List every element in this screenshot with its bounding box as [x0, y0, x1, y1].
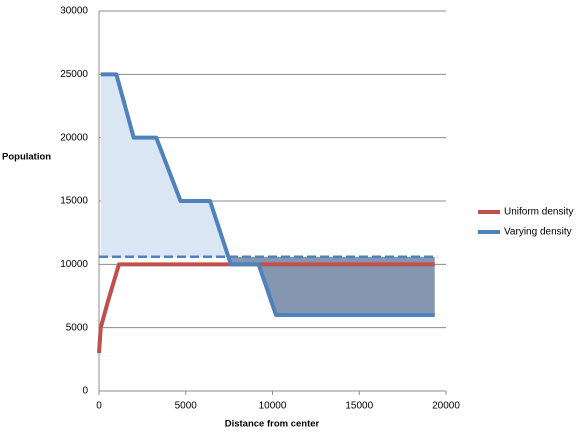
y-axis-title: Population: [2, 152, 51, 163]
y-tick-label: 20000: [60, 132, 88, 143]
legend-label: Varying density: [504, 227, 572, 238]
x-tick-label: 10000: [259, 401, 287, 412]
x-tick-label: 0: [96, 401, 102, 412]
y-tick-label: 10000: [60, 259, 88, 270]
y-tick-label: 25000: [60, 69, 88, 80]
x-tick-label: 15000: [345, 401, 373, 412]
area-above: [100, 74, 435, 257]
x-axis-title: Distance from center: [225, 419, 320, 430]
y-tick-label: 0: [82, 386, 88, 397]
legend-label: Uniform density: [504, 207, 573, 218]
series-line: [97, 262, 435, 354]
area-below: [228, 256, 435, 315]
y-tick-label: 15000: [60, 196, 88, 207]
series-line: [100, 72, 435, 317]
x-tick-label: 5000: [175, 401, 198, 412]
y-tick-label: 5000: [66, 322, 89, 333]
x-tick-label: 20000: [432, 401, 460, 412]
y-tick-label: 30000: [60, 6, 88, 17]
